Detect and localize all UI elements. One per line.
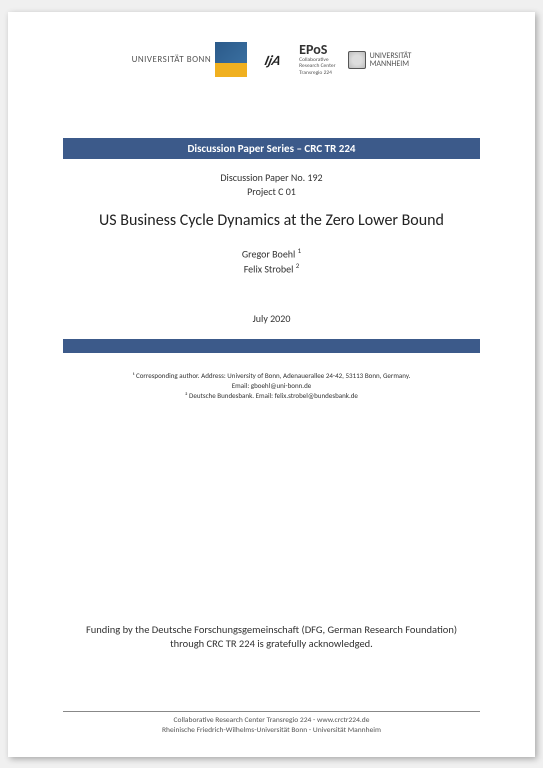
paper-title: US Business Cycle Dynamics at the Zero L… [63, 211, 480, 230]
funding-line2: through CRC TR 224 is gratefully acknowl… [63, 637, 480, 651]
logo-mannheim-text: UNIVERSITÄT MANNHEIM [370, 52, 412, 68]
logo-bonn-text: UNIVERSITÄT BONN [132, 54, 212, 65]
paper-project: Project C 01 [63, 185, 480, 199]
mannheim-seal-icon [348, 51, 366, 69]
logo-bonn-icon [215, 42, 247, 78]
authors: Gregor Boehl 1 Felix Strobel 2 [63, 246, 480, 277]
affiliation-1-email: Email: gboehl@uni-bonn.de [63, 381, 480, 391]
header-logos: UNIVERSITÄT BONN IjA EPoS Collaborative … [63, 42, 480, 78]
mannheim-line2: MANNHEIM [370, 60, 412, 68]
footer-line2: Rheinische Friedrich-Wilhelms-Universitä… [63, 726, 480, 737]
publication-date: July 2020 [63, 312, 480, 325]
logo-ija-text: IjA [263, 51, 283, 68]
page-footer: Collaborative Research Center Transregio… [63, 711, 480, 737]
author-1: Gregor Boehl 1 [63, 246, 480, 261]
funding-acknowledgement: Funding by the Deutsche Forschungsgemein… [63, 623, 480, 650]
footer-line1: Collaborative Research Center Transregio… [63, 716, 480, 727]
series-bar: Discussion Paper Series – CRC TR 224 [63, 138, 480, 159]
logo-epos: EPoS Collaborative Research Center Trans… [299, 43, 335, 77]
affiliations: ¹ Corresponding author. Address: Univers… [63, 371, 480, 400]
logo-epos-sub3: Transregio 224 [299, 70, 335, 77]
divider-bar [63, 339, 480, 353]
logo-mannheim: UNIVERSITÄT MANNHEIM [348, 51, 412, 69]
logo-bonn: UNIVERSITÄT BONN [132, 42, 248, 78]
affiliation-2: ² Deutsche Bundesbank. Email: felix.stro… [63, 391, 480, 401]
page: UNIVERSITÄT BONN IjA EPoS Collaborative … [8, 12, 535, 757]
logo-epos-sub2: Research Center [299, 63, 335, 70]
author-2: Felix Strobel 2 [63, 261, 480, 276]
paper-meta: Discussion Paper No. 192 Project C 01 [63, 171, 480, 199]
paper-number: Discussion Paper No. 192 [63, 171, 480, 185]
logo-epos-title: EPoS [299, 43, 335, 57]
funding-line1: Funding by the Deutsche Forschungsgemein… [63, 623, 480, 637]
affiliation-1: ¹ Corresponding author. Address: Univers… [63, 371, 480, 381]
logo-ija-icon: IjA [255, 46, 291, 74]
logo-epos-sub1: Collaborative [299, 57, 335, 64]
